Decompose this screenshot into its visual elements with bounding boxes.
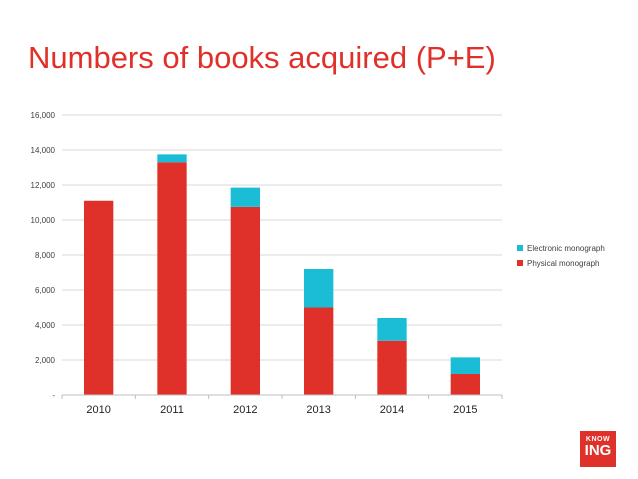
bar-physical-2014 xyxy=(377,340,407,395)
bar-physical-2012 xyxy=(230,206,260,395)
grid-layer xyxy=(62,114,502,361)
y-tick-label: 14,000 xyxy=(31,146,56,155)
y-tick-label: 8,000 xyxy=(35,251,56,260)
x-tick-label: 2012 xyxy=(233,404,257,416)
x-tick-label: 2014 xyxy=(380,404,404,416)
x-tick-label: 2015 xyxy=(453,404,477,416)
y-tick-label: 12,000 xyxy=(31,181,56,190)
bar-electronic-2012 xyxy=(230,187,260,207)
logo-text-top: KNOW xyxy=(585,436,611,443)
bar-physical-2015 xyxy=(450,374,480,395)
legend-swatch xyxy=(517,245,523,251)
bar-layer xyxy=(84,154,480,395)
legend: Electronic monograph Physical monograph xyxy=(517,244,605,268)
bar-electronic-2013 xyxy=(304,269,334,308)
y-tick-label: 4,000 xyxy=(35,321,56,330)
bar-electronic-2015 xyxy=(450,357,480,374)
slide-title: Numbers of books acquired (P+E) xyxy=(28,40,496,75)
legend-entry: Physical monograph xyxy=(527,259,599,268)
bar-physical-2010 xyxy=(84,200,114,395)
bar-physical-2011 xyxy=(157,162,187,395)
bar-electronic-2014 xyxy=(377,318,407,341)
axis-layer: - 2,000 4,000 6,000 8,000 10,000 12,000 14,000 1… xyxy=(31,111,503,416)
knowing-logo: KNOW ING xyxy=(580,431,616,467)
logo-text-bottom: ING xyxy=(584,442,612,459)
bar-physical-2013 xyxy=(304,307,334,395)
x-tick-label: 2011 xyxy=(160,404,184,416)
y-tick-label: 6,000 xyxy=(35,286,56,295)
x-tick-label: 2010 xyxy=(86,404,110,416)
legend-swatch xyxy=(517,260,523,266)
y-tick-label: 2,000 xyxy=(35,356,56,365)
legend-entry: Electronic monograph xyxy=(527,244,605,253)
y-tick-label: 16,000 xyxy=(31,111,56,120)
y-tick-label: - xyxy=(52,391,55,400)
x-tick-label: 2013 xyxy=(306,404,330,416)
bar-electronic-2011 xyxy=(157,154,187,163)
y-tick-label: 10,000 xyxy=(31,216,56,225)
